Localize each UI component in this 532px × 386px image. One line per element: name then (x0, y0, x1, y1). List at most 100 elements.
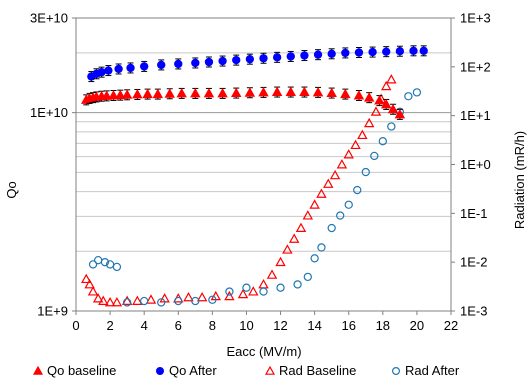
data-point (370, 151, 379, 161)
x-tick-label: 2 (106, 318, 113, 333)
y2-axis-ticks: 1E-3 1E-2 1E-1 1E+0 1E+1 1E+2 1E+3 (451, 11, 491, 319)
data-point (354, 48, 364, 57)
data-point (394, 108, 406, 119)
data-point (140, 62, 149, 71)
data-point (340, 88, 351, 99)
x-tick-label: 16 (341, 318, 355, 333)
data-point (316, 188, 327, 198)
data-point (245, 55, 255, 64)
data-point (132, 295, 143, 305)
x-axis-label: Eacc (MV/m) (226, 344, 301, 359)
data-point (370, 106, 382, 116)
data-point (309, 199, 320, 209)
data-point (152, 88, 164, 99)
y2-tick-label: 1E+2 (460, 59, 491, 74)
legend: Qo baseline Qo After Rad Baseline Rad After (32, 363, 460, 378)
legend-marker (32, 365, 44, 375)
data-point (231, 87, 242, 98)
series-layer (81, 45, 428, 307)
data-point (300, 51, 309, 60)
data-point (191, 296, 200, 306)
data-point (295, 222, 307, 232)
data-point (157, 298, 166, 307)
legend-marker (156, 367, 165, 376)
data-point (395, 47, 405, 56)
y-tick-label: 3E+10 (30, 11, 68, 26)
data-point (310, 254, 319, 263)
x-tick-label: 18 (376, 318, 390, 333)
data-point (285, 86, 296, 97)
data-point (353, 90, 365, 100)
data-point (368, 47, 377, 57)
x-tick-label: 4 (141, 318, 148, 333)
data-point (111, 296, 123, 307)
y2-tick-label: 1E+0 (460, 157, 491, 172)
data-point (242, 283, 251, 292)
data-point (196, 291, 208, 302)
y-tick-label: 1E+9 (37, 304, 68, 319)
data-point (174, 59, 183, 69)
x-tick-label: 10 (239, 318, 253, 333)
legend-label: Rad Baseline (279, 363, 356, 378)
legend-label: Rad After (405, 363, 460, 378)
data-point (266, 269, 278, 279)
x-tick-label: 6 (175, 318, 182, 333)
data-point (203, 87, 215, 98)
data-point (353, 185, 362, 195)
data-point (361, 167, 370, 177)
x-tick-label: 8 (209, 318, 216, 333)
data-point (327, 49, 336, 58)
y-tick-label: 1E+10 (30, 105, 68, 120)
data-point (276, 283, 285, 292)
data-point (237, 288, 249, 299)
legend-label: Qo After (169, 363, 217, 378)
data-point (87, 286, 99, 296)
data-point (217, 87, 228, 98)
data-point (343, 149, 354, 159)
data-point (183, 291, 194, 302)
data-point (312, 86, 324, 97)
data-point (88, 260, 98, 269)
legend-marker (392, 367, 401, 376)
y2-tick-label: 1E-2 (460, 255, 487, 270)
data-point (327, 223, 336, 233)
data-point (317, 243, 326, 252)
data-point (341, 48, 350, 58)
data-point (115, 89, 126, 100)
data-point (93, 255, 103, 265)
x-tick-label: 22 (444, 318, 458, 333)
data-point (412, 88, 422, 97)
data-point (288, 233, 300, 243)
y2-tick-label: 1E-1 (460, 206, 487, 221)
data-point (81, 273, 92, 284)
y-axis-label: Qo (4, 181, 19, 198)
data-point (157, 60, 166, 70)
data-point (313, 50, 323, 59)
data-point (302, 210, 314, 220)
data-point (303, 272, 312, 282)
data-point (114, 64, 123, 74)
data-point (174, 296, 183, 306)
legend-marker (264, 365, 276, 375)
data-point (293, 280, 302, 289)
x-tick-label: 0 (72, 318, 79, 333)
series-rad-after (88, 88, 422, 307)
data-point (248, 286, 259, 296)
data-point (409, 46, 418, 55)
data-point (271, 86, 283, 97)
x-tick-label: 12 (273, 318, 287, 333)
data-point (382, 47, 391, 56)
data-point (142, 88, 153, 99)
data-point (225, 287, 234, 296)
data-point (92, 293, 104, 303)
x-axis-ticks: 0 2 4 6 8 10 12 14 16 18 20 22 (72, 311, 458, 333)
data-point (244, 87, 256, 97)
data-point (84, 278, 95, 289)
data-point (344, 200, 353, 209)
y2-tick-label: 1E+3 (460, 11, 491, 26)
series-qo-after (87, 45, 428, 83)
y2-tick-label: 1E-3 (460, 304, 487, 319)
data-point (101, 90, 112, 100)
